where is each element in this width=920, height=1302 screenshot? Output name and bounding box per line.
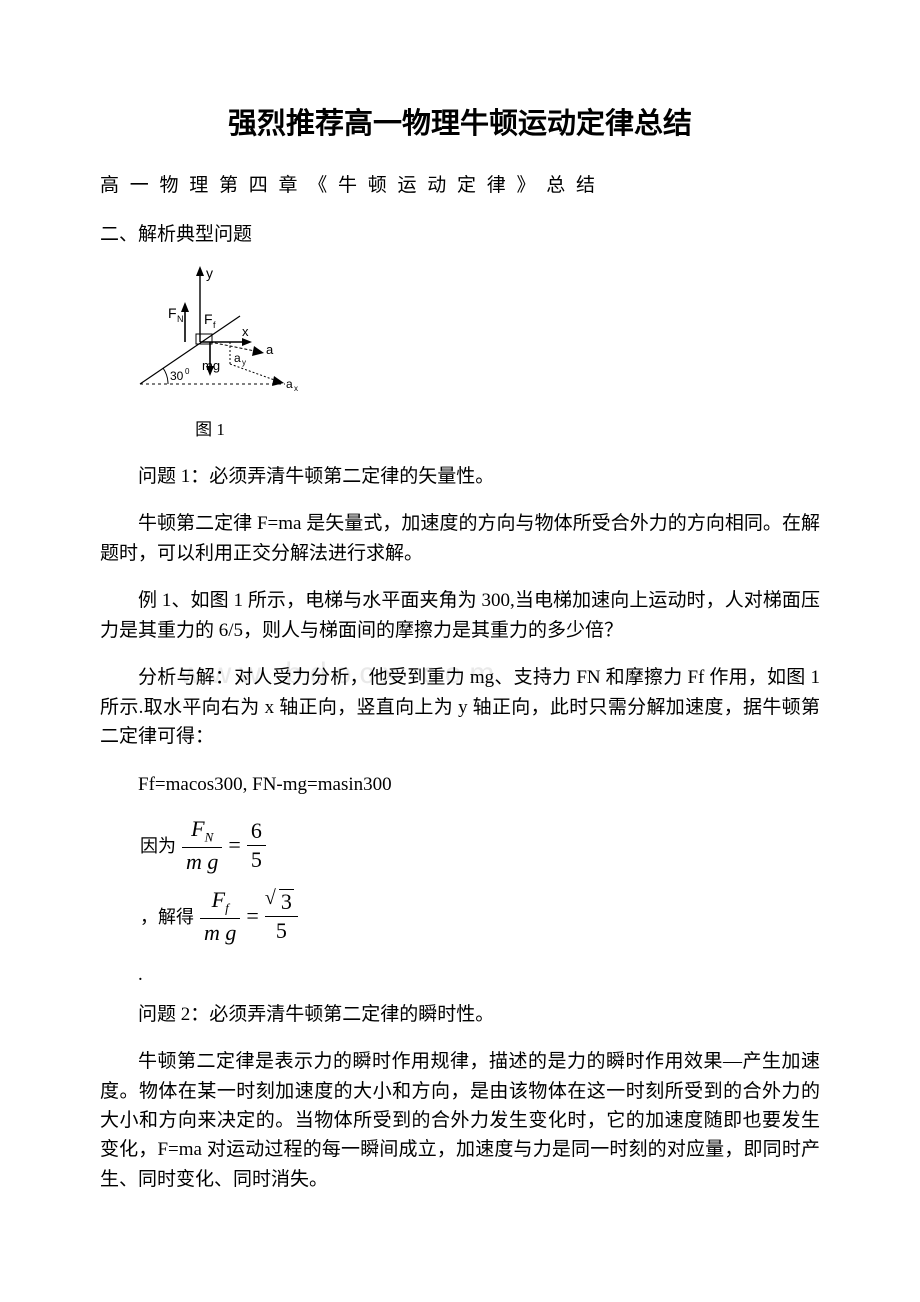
- svg-text:0: 0: [185, 367, 190, 376]
- eq1-rhs-den: 5: [247, 848, 266, 872]
- equation-1: 因为 FN m g = 6 5: [140, 817, 820, 874]
- fraction-Ff-mg: Ff m g: [200, 888, 240, 945]
- example-1: 例 1、如图 1 所示，电梯与水平面夹角为 300,当电梯加速向上运动时，人对梯…: [100, 586, 820, 645]
- question-1-heading: 问题 1：必须弄清牛顿第二定律的矢量性。: [100, 462, 820, 491]
- svg-text:y: y: [242, 358, 246, 367]
- equation-2-lead: ，解得: [140, 903, 194, 929]
- equation-line-text: Ff=macos300, FN-mg=masin300: [100, 770, 820, 799]
- sqrt-icon: 3: [279, 889, 294, 914]
- fraction-sqrt3-5: 3 5: [265, 889, 298, 943]
- svg-text:F: F: [168, 305, 177, 321]
- diagram-svg: 30 0 y x F N F f a a y: [130, 264, 300, 404]
- equals-sign: =: [228, 832, 240, 858]
- equation-2: ，解得 Ff m g = 3 5: [140, 888, 820, 945]
- svg-text:x: x: [294, 384, 298, 393]
- eq2-num-sub: f: [225, 900, 229, 915]
- section-heading: 二、解析典型问题: [100, 219, 820, 246]
- eq2-radicand: 3: [279, 889, 294, 914]
- fraction-FN-mg: FN m g: [182, 817, 222, 874]
- svg-text:x: x: [242, 324, 249, 339]
- eq1-num-sym: F: [191, 816, 204, 841]
- equals-sign-2: =: [246, 903, 258, 929]
- svg-text:N: N: [177, 314, 184, 324]
- svg-text:a: a: [266, 342, 274, 357]
- figure-caption: 图 1: [130, 415, 290, 440]
- question-2-paragraph-1: 牛顿第二定律是表示力的瞬时作用规律，描述的是力的瞬时作用效果—产生加速度。物体在…: [100, 1047, 820, 1194]
- question-2-heading: 问题 2：必须弄清牛顿第二定律的瞬时性。: [100, 1000, 820, 1029]
- svg-text:a: a: [286, 377, 293, 391]
- question-1-paragraph-1: 牛顿第二定律 F=ma 是矢量式，加速度的方向与物体所受合外力的方向相同。在解题…: [100, 509, 820, 568]
- svg-text:y: y: [206, 265, 213, 281]
- period-line: .: [100, 964, 820, 986]
- eq2-den: m g: [200, 921, 240, 945]
- eq1-num-sub: N: [205, 829, 214, 844]
- eq1-rhs-num: 6: [247, 819, 266, 843]
- svg-text:f: f: [213, 320, 216, 330]
- svg-text:a: a: [234, 351, 241, 365]
- fraction-6-5: 6 5: [247, 819, 266, 872]
- document-page: 强烈推荐高一物理牛顿运动定律总结 高 一 物 理 第 四 章 《 牛 顿 运 动…: [0, 0, 920, 1272]
- svg-text:30: 30: [170, 369, 184, 383]
- eq2-rhs-den: 5: [272, 919, 291, 943]
- svg-text:mg: mg: [202, 358, 220, 373]
- watermark-region: www bdocx com 分析与解：对人受力分析，他受到重力 mg、支持力 F…: [100, 663, 820, 751]
- analysis-paragraph: 分析与解：对人受力分析，他受到重力 mg、支持力 FN 和摩擦力 Ff 作用，如…: [100, 663, 820, 751]
- eq1-den: m g: [182, 850, 222, 874]
- figure-1: 30 0 y x F N F f a a y: [130, 264, 820, 440]
- equation-1-lead: 因为: [140, 832, 176, 858]
- svg-text:F: F: [204, 311, 213, 327]
- eq2-num-sym: F: [212, 887, 225, 912]
- document-title: 强烈推荐高一物理牛顿运动定律总结: [100, 100, 820, 142]
- chapter-subtitle: 高 一 物 理 第 四 章 《 牛 顿 运 动 定 律 》 总 结: [100, 170, 820, 197]
